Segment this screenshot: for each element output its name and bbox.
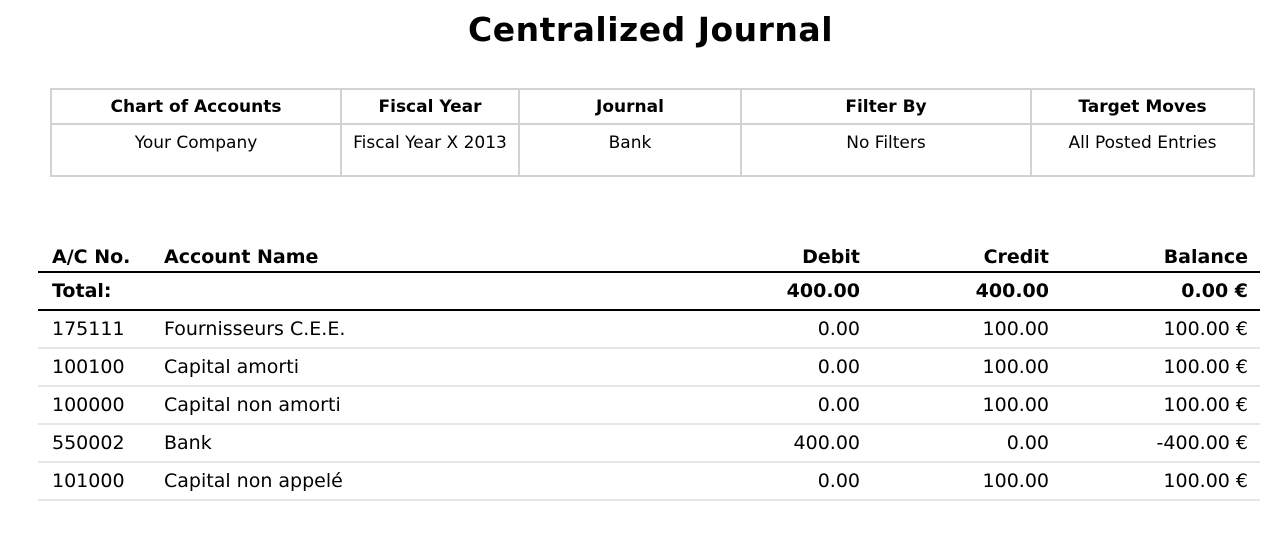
journal-lines-table: A/C No. Account Name Debit Credit Balanc… [38,232,1260,501]
row-balance: -400.00 € [1061,424,1260,463]
row-credit: 100.00 [872,462,1061,501]
table-row: 101000 Capital non appelé 0.00 100.00 10… [38,462,1260,501]
row-debit: 0.00 [620,348,872,387]
header-account-name: Account Name [150,232,620,273]
row-account-name: Capital amorti [150,348,620,387]
report-title: Centralized Journal [467,10,834,49]
table-row: 175111 Fournisseurs C.E.E. 0.00 100.00 1… [38,310,1260,349]
header-debit: Debit [620,232,872,273]
row-credit: 0.00 [872,424,1061,463]
row-debit: 0.00 [620,310,872,349]
info-value-fiscal-year: Fiscal Year X 2013 [340,123,520,177]
row-balance: 100.00 € [1061,462,1260,501]
info-header-filter-by: Filter By [740,88,1032,125]
row-debit: 0.00 [620,386,872,425]
row-balance: 100.00 € [1061,310,1260,349]
total-debit: 400.00 [620,272,872,311]
row-debit: 0.00 [620,462,872,501]
row-account-name: Bank [150,424,620,463]
total-credit: 400.00 [872,272,1061,311]
row-acc-no: 175111 [38,310,150,349]
info-value-chart-of-accounts: Your Company [50,123,342,177]
total-balance: 0.00 € [1061,272,1260,311]
row-credit: 100.00 [872,348,1061,387]
info-value-filter-by: No Filters [740,123,1032,177]
row-account-name: Fournisseurs C.E.E. [150,310,620,349]
info-header-chart-of-accounts: Chart of Accounts [50,88,342,125]
row-acc-no: 101000 [38,462,150,501]
row-acc-no: 100000 [38,386,150,425]
row-debit: 400.00 [620,424,872,463]
info-header-target-moves: Target Moves [1030,88,1255,125]
total-spacer [150,272,620,311]
info-header-fiscal-year: Fiscal Year [340,88,520,125]
table-row: 100000 Capital non amorti 0.00 100.00 10… [38,386,1260,425]
table-row: 100100 Capital amorti 0.00 100.00 100.00… [38,348,1260,387]
info-value-journal: Bank [518,123,742,177]
table-row: 550002 Bank 400.00 0.00 -400.00 € [38,424,1260,463]
info-value-row: Your Company Fiscal Year X 2013 Bank No … [50,123,1255,177]
info-header-journal: Journal [518,88,742,125]
table-header-row: A/C No. Account Name Debit Credit Balanc… [38,232,1260,273]
row-account-name: Capital non appelé [150,462,620,501]
header-balance: Balance [1061,232,1260,273]
row-account-name: Capital non amorti [150,386,620,425]
row-balance: 100.00 € [1061,348,1260,387]
header-acc-no: A/C No. [38,232,150,273]
total-row: Total: 400.00 400.00 0.00 € [38,272,1260,311]
total-label: Total: [38,272,150,311]
row-acc-no: 100100 [38,348,150,387]
info-value-target-moves: All Posted Entries [1030,123,1255,177]
row-credit: 100.00 [872,386,1061,425]
report-info-table: Chart of Accounts Fiscal Year Journal Fi… [50,88,1255,177]
row-acc-no: 550002 [38,424,150,463]
row-credit: 100.00 [872,310,1061,349]
row-balance: 100.00 € [1061,386,1260,425]
header-credit: Credit [872,232,1061,273]
info-header-row: Chart of Accounts Fiscal Year Journal Fi… [50,88,1255,125]
